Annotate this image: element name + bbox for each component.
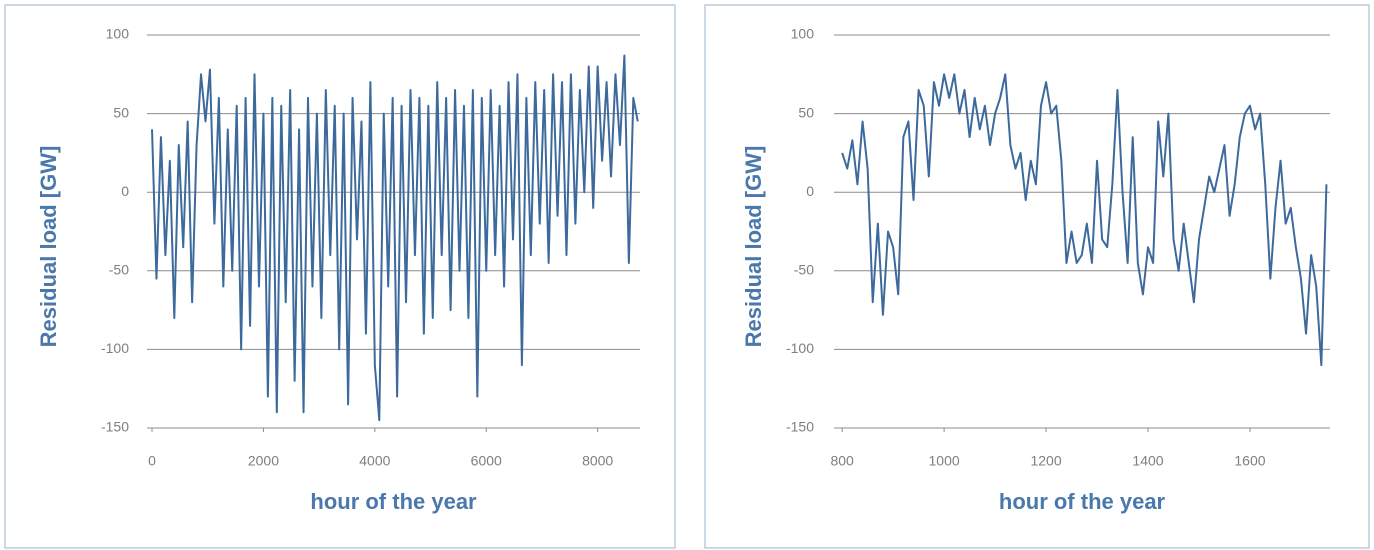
y-tick-label: -50 — [109, 262, 129, 278]
x-tick-label: 0 — [148, 453, 156, 469]
x-tick-label: 4000 — [359, 453, 390, 469]
x-axis-title: hour of the year — [999, 489, 1166, 514]
y-tick-label: -50 — [794, 262, 814, 278]
y-axis-title: Residual load [GW] — [741, 146, 766, 348]
y-tick-label: -150 — [786, 419, 814, 435]
x-tick-label: 1200 — [1030, 453, 1061, 469]
x-tick-label: 6000 — [471, 453, 502, 469]
x-tick-label: 800 — [830, 453, 854, 469]
y-tick-label: 0 — [121, 183, 129, 199]
x-axis-title: hour of the year — [310, 489, 477, 514]
x-tick-label: 1000 — [929, 453, 960, 469]
data-line — [151, 54, 639, 422]
y-axis-title: Residual load [GW] — [36, 146, 61, 348]
y-tick-label: 50 — [113, 104, 129, 120]
x-tick-label: 1600 — [1234, 453, 1265, 469]
chart: -150 -100 -50 0 50 100 0 2000 4000 6000 8000 hour o… — [36, 26, 640, 514]
x-tick-label: 8000 — [582, 453, 613, 469]
y-tick-label: -100 — [786, 340, 814, 356]
y-tick-label: 0 — [806, 183, 814, 199]
y-tick-label: 100 — [791, 26, 815, 42]
y-tick-label: 100 — [106, 26, 130, 42]
y-tick-label: 50 — [798, 104, 814, 120]
chart-panel — [704, 4, 1370, 549]
y-tick-label: -150 — [101, 419, 129, 435]
x-tick-label: 1400 — [1132, 453, 1163, 469]
y-tick-label: -100 — [101, 340, 129, 356]
x-tick-label: 2000 — [248, 453, 279, 469]
chart: -150 -100 -50 0 50 100 800 1000 1200 1400 1600 hour… — [741, 26, 1330, 514]
data-line — [841, 73, 1328, 367]
